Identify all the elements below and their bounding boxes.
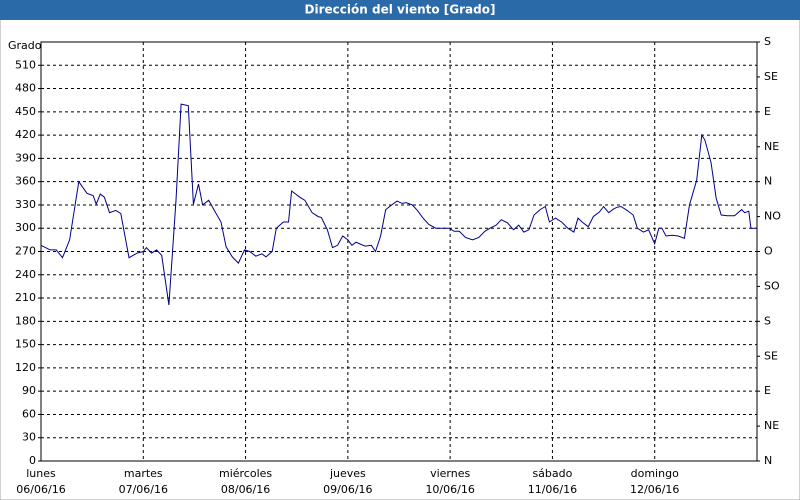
y-tick-label: 360 bbox=[15, 175, 36, 188]
y-tick-label: 300 bbox=[15, 221, 36, 234]
y2-tick-label: E bbox=[764, 384, 771, 397]
x-tick-label: domingo bbox=[631, 467, 679, 480]
x-tick-label: lunes bbox=[26, 467, 56, 480]
y2-tick-label: N bbox=[764, 454, 772, 467]
y2-tick-label: NO bbox=[764, 210, 781, 223]
y-tick-label: 420 bbox=[15, 128, 36, 141]
y2-tick-label: SO bbox=[764, 279, 780, 292]
y2-tick-label: N bbox=[764, 175, 772, 188]
y2-tick-label: SE bbox=[764, 349, 778, 362]
y2-tick-label: S bbox=[764, 35, 771, 48]
x-tick-date: 12/06/16 bbox=[630, 483, 679, 496]
chart-title: Dirección del viento [Grado] bbox=[305, 3, 496, 17]
y-axis-label: Grado bbox=[8, 39, 42, 52]
y-tick-label: 480 bbox=[15, 82, 36, 95]
y-tick-label: 240 bbox=[15, 268, 36, 281]
y-tick-label: 120 bbox=[15, 361, 36, 374]
title-bar bbox=[0, 0, 800, 20]
y2-tick-label: NE bbox=[764, 140, 779, 153]
y2-tick-label: O bbox=[764, 245, 773, 258]
y-tick-label: 330 bbox=[15, 198, 36, 211]
y-tick-label: 180 bbox=[15, 314, 36, 327]
y-tick-label: 150 bbox=[15, 338, 36, 351]
y-tick-label: 450 bbox=[15, 105, 36, 118]
y-tick-label: 90 bbox=[22, 384, 36, 397]
y-tick-label: 30 bbox=[22, 431, 36, 444]
x-tick-label: jueves bbox=[329, 467, 366, 480]
x-tick-label: viernes bbox=[430, 467, 470, 480]
x-tick-date: 10/06/16 bbox=[425, 483, 474, 496]
y-tick-label: 510 bbox=[15, 58, 36, 71]
y2-tick-label: S bbox=[764, 314, 771, 327]
x-tick-date: 08/06/16 bbox=[221, 483, 270, 496]
x-tick-date: 07/06/16 bbox=[119, 483, 168, 496]
x-tick-date: 11/06/16 bbox=[528, 483, 577, 496]
data-line bbox=[40, 103, 756, 306]
x-tick-label: martes bbox=[124, 467, 163, 480]
x-tick-label: miércoles bbox=[219, 467, 272, 480]
y2-tick-label: E bbox=[764, 105, 771, 118]
y-tick-label: 210 bbox=[15, 291, 36, 304]
y-tick-label: 270 bbox=[15, 245, 36, 258]
y-tick-label: 0 bbox=[29, 454, 36, 467]
x-tick-date: 09/06/16 bbox=[323, 483, 372, 496]
y-tick-label: 60 bbox=[22, 407, 36, 420]
y2-tick-label: SE bbox=[764, 70, 778, 83]
y-tick-label: 390 bbox=[15, 151, 36, 164]
x-tick-date: 06/06/16 bbox=[16, 483, 65, 496]
y2-tick-label: NE bbox=[764, 419, 779, 432]
x-tick-label: sábado bbox=[532, 467, 572, 480]
